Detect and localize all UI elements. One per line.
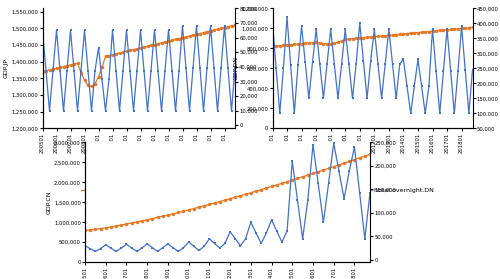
hotel overnight.JP	[43, 69, 49, 72]
hotel overnight.DN	[430, 28, 436, 31]
GDP.DN	[273, 44, 279, 48]
GDP.DN	[342, 38, 348, 41]
GDP.JP	[113, 52, 119, 56]
GDP.DN	[382, 34, 388, 37]
Line: GDP.DN: GDP.DN	[271, 26, 474, 48]
hotel overnight.JP	[232, 67, 238, 70]
GDP.JP	[40, 70, 46, 73]
Legend: GDP.DN, hotel overnight.DN: GDP.DN, hotel overnight.DN	[308, 186, 436, 196]
GDP.JP	[169, 39, 175, 42]
GDP.CN	[186, 208, 192, 211]
Y-axis label: GDP.DN: GDP.DN	[234, 56, 238, 80]
hotel overnight.DN	[273, 67, 279, 70]
hotel overnight.CN	[92, 250, 98, 253]
hotel overnight.CN	[274, 229, 280, 233]
hotel overnight.DN	[277, 112, 283, 115]
GDP.JP	[232, 23, 238, 27]
hotel overnight.JP	[162, 69, 168, 72]
GDP.JP	[190, 33, 196, 37]
hotel overnight.CN	[87, 247, 93, 250]
hotel overnight.JP	[180, 24, 186, 28]
Line: GDP.CN: GDP.CN	[84, 153, 372, 232]
hotel overnight.DN	[408, 112, 414, 115]
GDP.DN	[422, 30, 428, 33]
hotel overnight.DN	[390, 62, 396, 66]
GDP.CN	[82, 229, 88, 232]
Line: GDP.JP: GDP.JP	[41, 23, 236, 88]
hotel overnight.DN	[350, 97, 356, 100]
hotel overnight.CN	[305, 198, 311, 202]
Line: hotel overnight.CN: hotel overnight.CN	[84, 142, 372, 253]
hotel overnight.JP	[113, 69, 119, 72]
hotel overnight.CN	[367, 191, 373, 194]
GDP.JP	[152, 43, 158, 46]
hotel overnight.JP	[169, 69, 175, 72]
GDP.CN	[268, 185, 274, 188]
GDP.JP	[43, 69, 49, 73]
hotel overnight.CN	[248, 221, 254, 224]
hotel overnight.JP	[46, 109, 52, 112]
GDP.CN	[367, 153, 373, 156]
GDP.CN	[242, 193, 248, 196]
GDP.JP	[88, 85, 94, 88]
Legend: GDP.JP, hotel overnight.JP: GDP.JP, hotel overnight.JP	[79, 186, 199, 196]
hotel overnight.CN	[191, 245, 197, 248]
GDP.CN	[87, 228, 93, 232]
GDP.CN	[258, 188, 264, 191]
GDP.DN	[400, 32, 406, 36]
Y-axis label: GDP.JP: GDP.JP	[4, 58, 8, 78]
hotel overnight.JP	[194, 24, 200, 28]
hotel overnight.DN	[470, 68, 476, 71]
GDP.DN	[470, 26, 476, 29]
hotel overnight.DN	[284, 16, 290, 19]
hotel overnight.JP	[152, 29, 158, 32]
Line: hotel overnight.JP: hotel overnight.JP	[41, 25, 236, 112]
hotel overnight.CN	[264, 231, 270, 235]
GDP.CN	[300, 175, 306, 179]
GDP.DN	[270, 45, 276, 48]
hotel overnight.CN	[330, 141, 336, 145]
GDP.DN	[393, 33, 399, 36]
Y-axis label: GDP.CN: GDP.CN	[46, 191, 51, 214]
hotel overnight.DN	[400, 58, 406, 61]
hotel overnight.CN	[82, 244, 88, 247]
Line: hotel overnight.DN: hotel overnight.DN	[271, 16, 474, 115]
hotel overnight.JP	[40, 29, 46, 32]
hotel overnight.DN	[270, 22, 276, 25]
GDP.JP	[162, 40, 168, 44]
